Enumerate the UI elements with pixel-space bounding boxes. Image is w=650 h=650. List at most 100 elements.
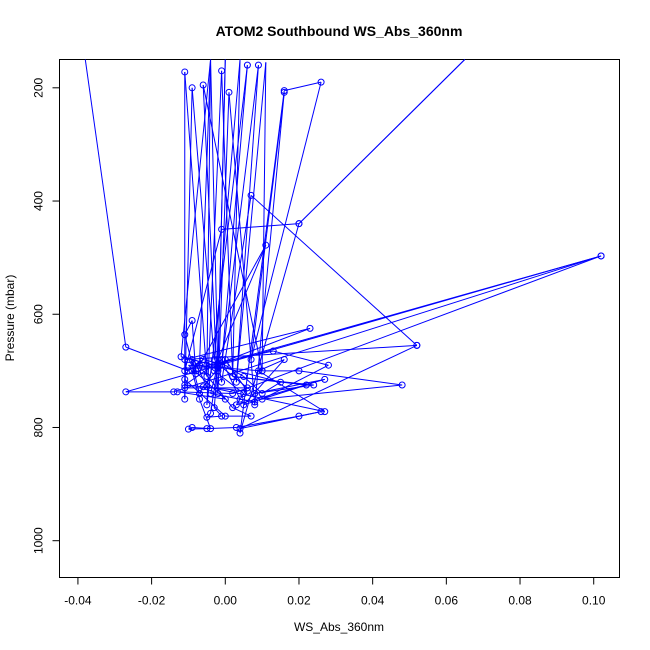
series-line-segment [243,359,285,406]
data-point [184,361,192,369]
series-points [122,61,605,437]
data-point [280,87,288,95]
series-line-segment [191,320,197,374]
series-line-segment [184,320,193,335]
data-point [229,390,237,398]
series-line-segment [221,65,248,366]
data-point [321,408,329,416]
data-point [203,373,211,381]
x-axis-label: WS_Abs_360nm [294,620,384,634]
data-point [232,423,240,431]
data-point [243,387,251,395]
series-line-segment [191,359,197,372]
series-line-segment [184,327,311,361]
data-point [214,360,222,368]
x-axis: -0.04 -0.02 0.00 0.02 0.04 0.06 0.08 0.10 [64,577,606,608]
data-point [218,225,226,233]
series-line-segment [184,71,208,377]
y-tick-label: 400 [32,191,46,211]
y-tick-label: 200 [32,77,46,97]
series-line-segment [202,84,263,371]
y-tick-label: 600 [32,304,46,324]
series-line-segment [261,364,329,400]
data-point [218,67,226,75]
series-line-segment [235,65,259,383]
series-line-segment [206,386,325,413]
data-point [199,356,207,364]
plot-frame [59,59,620,578]
data-point [321,375,329,383]
data-point [199,383,207,391]
data-point [221,356,229,364]
series-line-segment [258,370,326,413]
series-line-segment [184,229,223,371]
data-point [597,252,605,260]
data-point [207,425,215,433]
data-point [181,375,189,383]
data-point [188,316,196,324]
series-line-segment [214,327,311,366]
data-point [188,423,196,431]
data-point [295,220,303,228]
series-line-segment [224,359,248,392]
data-point [203,401,211,409]
y-tick-label: 800 [32,417,46,437]
x-tick-label: 0.10 [582,594,606,608]
data-point [251,398,259,406]
data-point [170,388,178,396]
series-line-segment [199,244,267,366]
data-point [199,367,207,375]
data-point [247,191,255,199]
y-axis-label: Pressure (mbar) [3,275,17,362]
series-line-segment [239,90,285,434]
data-point [203,413,211,421]
data-point [240,373,248,381]
x-tick-label: 0.00 [214,594,238,608]
series-line-segment [239,344,418,430]
data-point [229,404,237,412]
data-point [243,61,251,69]
data-point [232,378,240,386]
data-point [243,384,251,392]
data-point [221,412,229,420]
x-tick-label: 0.02 [287,594,311,608]
data-point [122,388,130,396]
data-point [196,395,203,403]
data-point [173,388,181,396]
series-line-segment [284,81,322,92]
series-line-segment [258,359,285,372]
data-point [225,88,233,96]
data-point [218,412,226,420]
data-point [247,412,255,420]
series-line-segment [125,255,602,393]
data-point [269,347,277,355]
series-line-segment [210,393,255,403]
data-point [317,78,325,86]
series-line-segment [177,391,233,395]
series-line-segment [184,87,193,400]
data-point [258,395,266,403]
x-tick-label: 0.08 [508,594,532,608]
series-line-segment [273,350,329,366]
series-line-segment [232,255,602,394]
series-line-segment [239,411,322,430]
data-point [199,81,207,89]
data-point [181,384,189,392]
data-point [214,390,222,398]
data-point [236,425,244,433]
data-point [210,404,218,412]
data-point [254,367,262,375]
data-point [207,390,215,398]
data-point [310,381,318,389]
data-point [254,61,262,69]
series-line-segment [298,370,403,386]
data-point [218,356,226,364]
data-point [251,390,259,398]
data-point [184,425,192,433]
series-line-segment [262,384,403,400]
data-point [181,68,189,76]
data-point [196,361,203,369]
data-point [188,367,196,375]
